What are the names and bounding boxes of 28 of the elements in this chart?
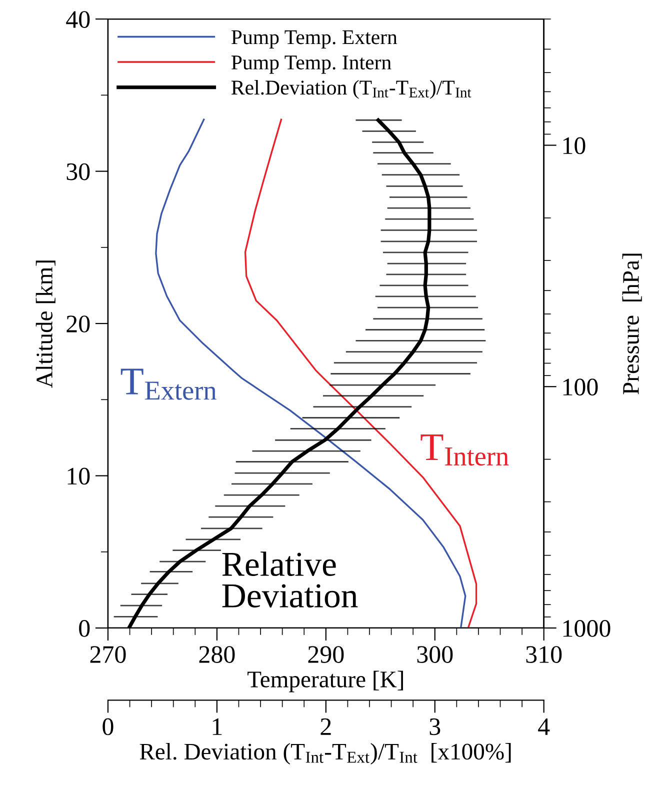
legend-label: Pump Temp. Intern [231, 56, 392, 74]
y-axis-title: Altitude [km] [36, 260, 56, 388]
y-tick-label: 20 [66, 316, 90, 332]
x2-tick-label: 0 [102, 718, 114, 736]
y2-axis-title: Pressure [hPa] [622, 254, 642, 394]
x-tick-label: 310 [526, 646, 562, 663]
y2-tick-label: 1000 [563, 620, 610, 637]
y2-tick-label: 100 [563, 378, 598, 396]
x2-tick-label: 3 [430, 718, 440, 736]
y-tick-label: 0 [79, 620, 90, 637]
x2-tick-label: 1 [212, 718, 222, 735]
x-tick-label: 300 [417, 646, 453, 663]
legend-label: Rel.Deviation (T$_{Int}$-T$_{Ext}$)/T$_{Int}$ [231, 80, 472, 99]
y2-tick-label: 10 [563, 137, 586, 154]
annotation: T$_{Extern}$ [120, 368, 216, 400]
y-tick-label: 30 [66, 163, 90, 180]
x2-axis-title: Rel. Deviation (T$_{Int}$-T$_{Ext}$)/T$_{Int}$ [x100%] [140, 743, 511, 764]
x-tick-label: 280 [199, 646, 235, 663]
x-tick-label: 290 [308, 646, 344, 663]
x2-tick-label: 2 [320, 718, 331, 735]
x-axis-title: Temperature [K] [248, 670, 403, 692]
y-tick-label: 40 [66, 11, 90, 28]
y-tick-label: 10 [68, 468, 90, 485]
annotation: T$_{Intern}$ [420, 434, 509, 466]
x-tick-label: 270 [90, 646, 126, 663]
x2-tick-label: 4 [538, 718, 550, 735]
legend-label: Pump Temp. Extern [231, 30, 398, 48]
annotation: Relative Deviation [222, 552, 358, 608]
